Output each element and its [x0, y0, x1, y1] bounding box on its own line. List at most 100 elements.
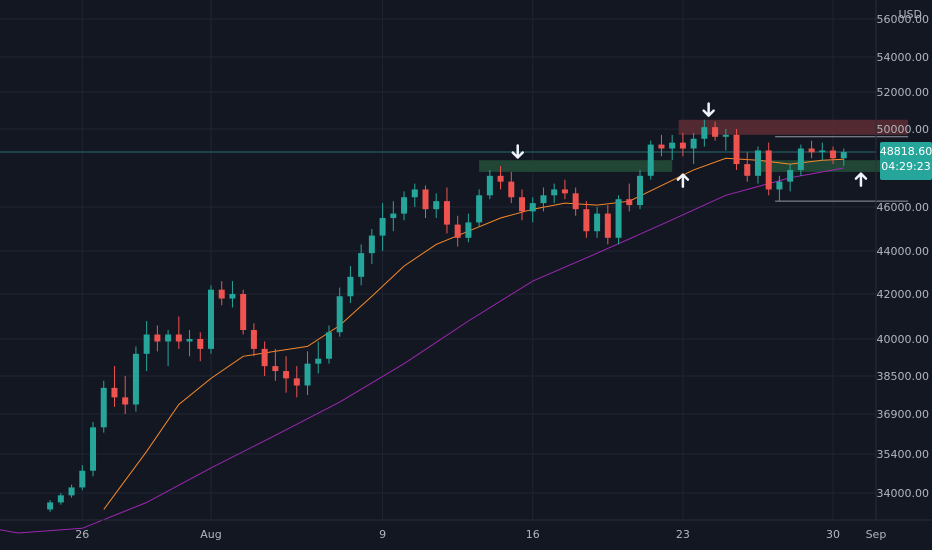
candle-up	[690, 132, 697, 165]
candle-up	[594, 207, 601, 238]
candle-body	[722, 134, 729, 137]
candle-down	[283, 356, 290, 393]
candle-up	[368, 229, 375, 264]
candle-down	[261, 341, 268, 376]
candle-up	[347, 266, 354, 303]
candle-body	[519, 197, 526, 212]
candle-body	[594, 213, 601, 232]
candle-down	[175, 316, 182, 349]
candle-body	[283, 371, 290, 379]
ema-short-line	[103, 157, 844, 510]
candle-body	[712, 127, 719, 137]
candle-up	[797, 144, 804, 176]
candle-body	[508, 181, 515, 198]
candle-up	[401, 191, 408, 221]
candle-body	[68, 487, 75, 496]
candle-down	[443, 187, 450, 234]
candle-body	[830, 150, 837, 159]
candle-up	[100, 380, 107, 433]
candle-body	[647, 144, 654, 176]
candle-body	[218, 289, 225, 299]
candle-up	[669, 134, 676, 161]
candle-body	[132, 353, 139, 405]
annotations	[511, 102, 868, 188]
candle-body	[143, 334, 150, 354]
candle-down	[561, 179, 568, 200]
candle-up	[476, 189, 483, 227]
candle-up	[776, 175, 783, 202]
candle-up	[840, 148, 847, 167]
candle-body	[776, 181, 783, 190]
candle-down	[111, 366, 118, 407]
candle-body	[47, 502, 54, 510]
candle-body	[604, 213, 611, 238]
candle-body	[690, 138, 697, 149]
candle-down	[712, 121, 719, 141]
candle-body	[186, 339, 193, 342]
candle-up	[529, 197, 536, 223]
price-tick-label: 42000.00	[877, 288, 930, 301]
candle-down	[604, 205, 611, 245]
price-tick-label: 54000.00	[877, 51, 930, 64]
resistance-zone	[678, 119, 909, 135]
price-tick-label: 35400.00	[877, 448, 930, 461]
candle-body	[840, 152, 847, 159]
candle-down	[658, 134, 665, 157]
candle-body	[819, 150, 826, 153]
candle-body	[529, 203, 536, 212]
candle-down	[250, 323, 257, 357]
candle-up	[336, 287, 343, 337]
candle-body	[465, 222, 472, 238]
candle-down	[422, 185, 429, 218]
candle-body	[358, 253, 365, 277]
candle-up	[325, 325, 332, 364]
candle-body	[304, 363, 311, 386]
candle-body	[79, 470, 86, 488]
candle-body	[615, 199, 622, 238]
candle-up	[132, 346, 139, 412]
candle-up	[486, 169, 493, 200]
candle-body	[100, 387, 107, 428]
candle-body	[443, 201, 450, 225]
price-tick-label: 38500.00	[877, 370, 930, 383]
candle-body	[154, 334, 161, 342]
candle-body	[476, 195, 483, 223]
price-tick-label: 52000.00	[877, 86, 930, 99]
candle-up	[186, 330, 193, 357]
candle-up	[208, 285, 214, 354]
candle-down	[519, 189, 526, 221]
candle-body	[701, 127, 708, 139]
candle-body	[765, 150, 772, 190]
candle-body	[250, 330, 257, 349]
candle-body	[433, 201, 440, 210]
candle-body	[679, 142, 686, 149]
candle-body	[486, 175, 493, 196]
price-tick-label: 36900.00	[877, 408, 930, 421]
candle-up	[411, 183, 418, 207]
arrow-up-icon	[676, 173, 690, 188]
candle-up	[615, 195, 622, 245]
candle-down	[679, 132, 686, 157]
price-tick-label: 40000.00	[877, 333, 930, 346]
candle-body	[561, 189, 568, 194]
candle-up	[68, 484, 75, 498]
candle-down	[454, 215, 461, 247]
time-axis[interactable]: 1926Aug9162330Sep7132016:00	[0, 519, 932, 541]
candle-body	[540, 195, 547, 204]
candle-body	[325, 332, 332, 359]
candle-down	[830, 146, 837, 165]
ema-long-line	[0, 167, 844, 534]
candle-down	[218, 281, 225, 306]
candle-up	[637, 169, 643, 210]
support-zone-left	[479, 160, 673, 172]
candle-body	[497, 175, 504, 182]
candle-body	[797, 148, 804, 170]
time-tick-label: 23	[676, 528, 690, 541]
candle-body	[401, 197, 408, 214]
candle-up	[433, 193, 440, 218]
candle-body	[572, 193, 579, 210]
price-axis[interactable]: 56000.00 54000.00 52000.00 50000.00 46000.00…	[875, 0, 930, 520]
last-price-tag: 48818.60 04:29:23	[880, 142, 932, 181]
